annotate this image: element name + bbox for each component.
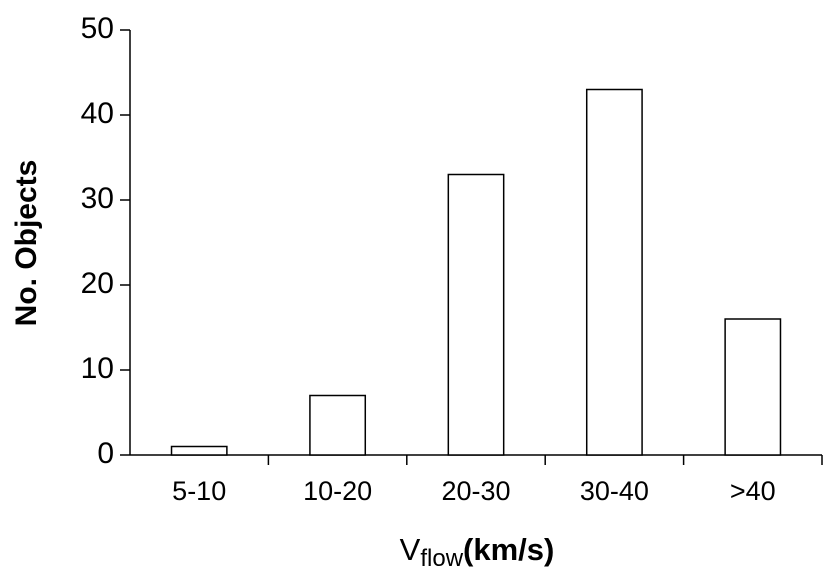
x-label-unit: (km/s) bbox=[463, 532, 554, 567]
x-axis-label: Vflow(km/s) bbox=[400, 532, 555, 572]
y-tick-label: 0 bbox=[97, 437, 114, 470]
bar bbox=[447, 173, 505, 456]
y-tick-label: 20 bbox=[81, 267, 114, 300]
x-tick-label: 20-30 bbox=[441, 476, 510, 506]
y-tick-label: 40 bbox=[81, 97, 114, 130]
y-tick-label: 50 bbox=[81, 12, 114, 45]
y-axis-label: No. Objects bbox=[10, 160, 43, 327]
bar bbox=[724, 318, 782, 456]
bar bbox=[309, 394, 367, 456]
x-tick-label: 10-20 bbox=[303, 476, 372, 506]
bar bbox=[585, 88, 643, 456]
bar bbox=[170, 445, 228, 456]
y-tick-label: 10 bbox=[81, 352, 114, 385]
y-tick-label: 30 bbox=[81, 182, 114, 215]
x-label-subscript: flow bbox=[420, 545, 463, 572]
x-tick-label: 5-10 bbox=[172, 476, 226, 506]
x-tick-label: >40 bbox=[730, 476, 776, 506]
x-label-main: V bbox=[400, 532, 421, 567]
x-tick-label: 30-40 bbox=[580, 476, 649, 506]
